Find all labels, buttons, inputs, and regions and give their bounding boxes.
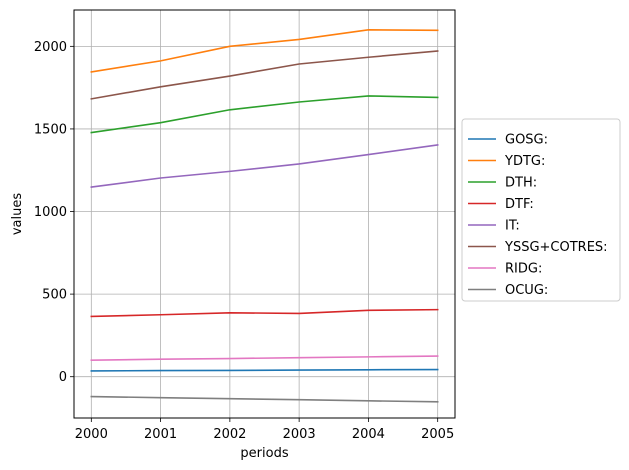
x-tick-label: 2002 [213,427,246,442]
x-tick-label: 2000 [75,427,108,442]
y-tick-label: 1000 [34,205,67,220]
series-line [90,29,439,73]
legend-label: RIDG: [505,262,542,277]
legend-label: IT: [505,219,520,234]
series-line [90,308,439,318]
series-line [90,95,439,134]
legend-label: DTH: [505,176,537,191]
x-tick-label: 2003 [283,427,316,442]
plot-area [74,10,455,418]
series-line [90,50,439,100]
y-tick-label: 500 [42,288,67,303]
series-line [90,395,439,403]
x-gridlines [90,10,439,418]
x-tick-label: 2001 [144,427,177,442]
y-axis-ticks: 0 500 1000 1500 2000 [34,40,74,385]
series-line [90,355,439,361]
legend-label: OCUG: [505,283,548,298]
x-tick-label: 2005 [421,427,454,442]
legend-frame [461,118,621,302]
y-axis-title: values [10,193,25,236]
plot-frame [73,9,456,419]
legend-label: GOSG: [505,133,548,148]
series-line [90,368,439,372]
legend-label: YDTG: [504,154,545,169]
y-tick-label: 1500 [34,122,67,137]
x-tick-label: 2004 [352,427,385,442]
series-line [90,144,439,188]
x-axis-title: periods [240,446,288,461]
y-tick-label: 0 [59,370,67,385]
y-gridlines [74,45,455,378]
x-axis-ticks: 2000 2001 2002 2003 2004 2005 [75,418,454,442]
legend-items: GOSG: YDTG: DTH: DTF: IT: YSSG+COTRES: RIDG: OC… [468,133,608,298]
legend-label: YSSG+COTRES: [504,240,608,255]
legend-label: DTF: [505,197,534,212]
series-lines [90,29,439,403]
legend: GOSG: YDTG: DTH: DTF: IT: YSSG+COTRES: RIDG: OC… [461,118,621,302]
y-tick-label: 2000 [34,40,67,55]
